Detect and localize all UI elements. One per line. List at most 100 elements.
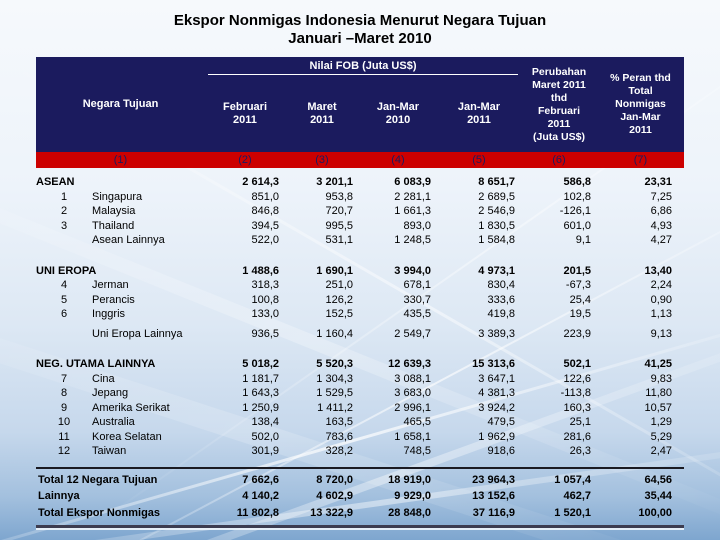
value-janmar-2011: 2 546,9 [478, 205, 515, 217]
value-peran: 4,93 [650, 219, 672, 232]
value-perubahan: 586,8 [563, 176, 591, 188]
country-name: Jepang [92, 387, 129, 399]
value-peran: 9,13 [650, 327, 672, 340]
row-number: 4 [60, 279, 68, 291]
value-janmar-2011: 4 973,1 [478, 264, 515, 277]
table-row: 8 Jepang 1 643,3 1 529,5 3 683,0 4 381,3… [36, 386, 684, 401]
country-name: Inggris [92, 308, 126, 320]
value-mar-2011: 8 720,0 [316, 473, 353, 486]
value-janmar-2011: 8 651,7 [478, 176, 515, 188]
table-row: 10 Australia 138,4 163,5 465,5 479,5 25,… [36, 415, 684, 430]
value-feb-2011: 502,0 [251, 430, 279, 443]
value-mar-2011: 783,6 [325, 430, 353, 443]
value-peran: 5,29 [650, 430, 672, 443]
value-perubahan: 19,5 [569, 308, 591, 320]
value-janmar-2010: 9 929,0 [394, 490, 431, 502]
row-number: 11 [58, 430, 70, 443]
row-number: 1 [60, 190, 68, 203]
total-row: Total Ekspor Nonmigas 11 802,8 13 322,9 … [36, 505, 684, 522]
table-row: 12 Taiwan 301,9 328,2 748,5 918,6 26,3 2… [36, 444, 684, 459]
value-janmar-2011: 333,6 [487, 293, 515, 306]
value-feb-2011: 11 802,8 [236, 506, 279, 519]
total-label: Total Ekspor Nonmigas [38, 506, 161, 519]
table-row: 6 Inggris 133,0 152,5 435,5 419,8 19,5 1… [36, 307, 684, 322]
country-name: Jerman [92, 279, 129, 291]
header-nilai-fob-group: Nilai FOB (Juta US$) [208, 57, 518, 75]
country-name: Malaysia [92, 205, 136, 217]
total-label: Total 12 Negara Tujuan [38, 473, 158, 486]
value-janmar-2010: 6 083,9 [394, 176, 431, 188]
header-perubahan: Perubahan Maret 2011 thd Februari 2011 (… [531, 65, 587, 143]
value-janmar-2010: 330,7 [403, 293, 431, 306]
table-row: 5 Perancis 100,8 126,2 330,7 333,6 25,4 … [36, 293, 684, 308]
table-row: 4 Jerman 318,3 251,0 678,1 830,4 -67,3 2… [36, 278, 684, 293]
value-peran: 7,25 [650, 190, 672, 203]
title-line-2: Januari –Maret 2010 [288, 30, 432, 47]
value-peran: 100,00 [638, 506, 672, 519]
value-janmar-2011: 918,6 [487, 445, 515, 457]
row-number: 3 [60, 219, 68, 232]
header-janmar-2010: Jan-Mar 2010 [376, 100, 420, 126]
section-name: UNI EROPA [36, 264, 97, 277]
table-row: 1 Singapura 851,0 953,8 2 281,1 2 689,5 … [36, 190, 684, 205]
value-peran: 2,47 [650, 445, 672, 457]
value-mar-2011: 995,5 [325, 219, 353, 232]
value-janmar-2010: 1 248,5 [394, 234, 431, 246]
country-name: Amerika Serikat [92, 401, 170, 414]
table-row: 7 Cina 1 181,7 1 304,3 3 088,1 3 647,1 1… [36, 372, 684, 387]
value-janmar-2010: 435,5 [403, 308, 431, 320]
value-feb-2011: 138,4 [251, 416, 279, 428]
value-perubahan: 25,4 [569, 293, 591, 306]
value-mar-2011: 126,2 [325, 293, 353, 306]
total-label: Lainnya [38, 490, 80, 502]
section-header-row: UNI EROPA 1 488,6 1 690,1 3 994,0 4 973,… [36, 264, 684, 279]
country-name: Singapura [92, 190, 143, 203]
header-maret-2011: Maret 2011 [307, 100, 337, 126]
table-header: Negara Tujuan Nilai FOB (Juta US$) Febru… [36, 57, 684, 152]
table-row: 9 Amerika Serikat 1 250,9 1 411,2 2 996,… [36, 401, 684, 416]
value-feb-2011: 318,3 [251, 279, 279, 291]
value-feb-2011: 1 250,9 [242, 401, 279, 414]
value-perubahan: 502,1 [563, 358, 591, 370]
row-number: 6 [60, 308, 68, 320]
value-mar-2011: 1 529,5 [316, 387, 353, 399]
value-peran: 6,86 [650, 205, 672, 217]
value-janmar-2011: 419,8 [487, 308, 515, 320]
row-number: 7 [60, 372, 68, 385]
value-janmar-2011: 3 924,2 [478, 401, 515, 414]
value-perubahan: -113,8 [560, 387, 591, 399]
value-janmar-2010: 3 683,0 [394, 387, 431, 399]
country-name: Korea Selatan [92, 430, 162, 443]
country-name: Taiwan [92, 445, 127, 457]
value-perubahan: 201,5 [563, 264, 591, 277]
row-number: 2 [60, 205, 68, 217]
value-janmar-2011: 1 584,8 [478, 234, 515, 246]
table-row: Uni Eropa Lainnya 936,5 1 160,4 2 549,7 … [36, 327, 684, 342]
value-perubahan: 122,6 [563, 372, 591, 385]
country-name: Asean Lainnya [92, 234, 165, 246]
row-number: 12 [57, 445, 71, 457]
value-janmar-2011: 830,4 [487, 279, 515, 291]
value-janmar-2010: 3 994,0 [394, 264, 431, 277]
value-feb-2011: 4 140,2 [242, 490, 279, 502]
value-feb-2011: 5 018,2 [242, 358, 279, 370]
value-janmar-2011: 479,5 [487, 416, 515, 428]
value-janmar-2010: 28 848,0 [388, 506, 431, 519]
value-mar-2011: 720,7 [325, 205, 353, 217]
value-janmar-2010: 18 919,0 [388, 473, 431, 486]
value-janmar-2011: 23 964,3 [472, 473, 515, 486]
value-feb-2011: 2 614,3 [242, 176, 279, 188]
column-number-3: (3) [315, 154, 329, 166]
value-feb-2011: 301,9 [251, 445, 279, 457]
row-number: 8 [60, 387, 68, 399]
value-janmar-2010: 893,0 [403, 219, 431, 232]
value-janmar-2010: 2 281,1 [394, 190, 431, 203]
value-perubahan: 25,1 [569, 416, 591, 428]
value-mar-2011: 531,1 [325, 234, 353, 246]
value-mar-2011: 953,8 [325, 190, 353, 203]
value-mar-2011: 328,2 [325, 445, 353, 457]
table-row: 2 Malaysia 846,8 720,7 1 661,3 2 546,9 -… [36, 204, 684, 219]
value-janmar-2011: 2 689,5 [478, 190, 515, 203]
column-number-5: (5) [472, 154, 486, 166]
